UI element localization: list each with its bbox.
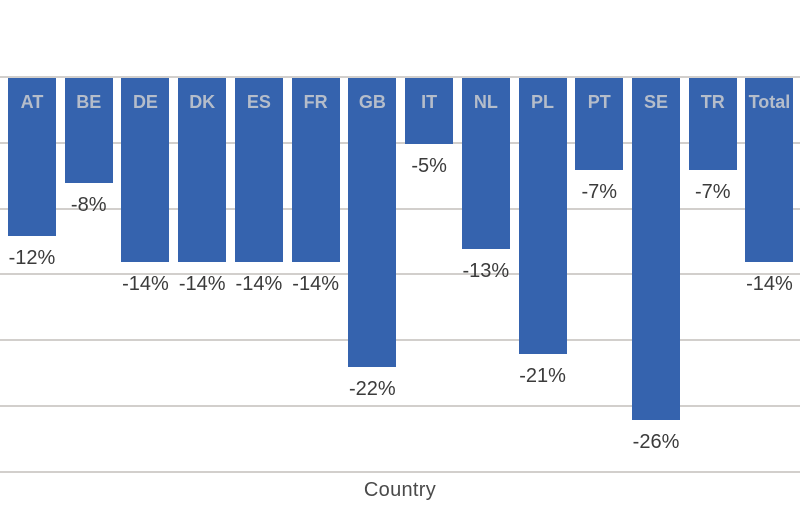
bar: TR bbox=[688, 78, 737, 171]
bar-value-label: -14% bbox=[122, 273, 169, 296]
gridline bbox=[0, 273, 800, 276]
gridline bbox=[0, 76, 800, 78]
gridline bbox=[0, 470, 800, 473]
bar: ES bbox=[234, 78, 283, 263]
bar-category-label: DE bbox=[132, 92, 158, 112]
bar-value-label: -22% bbox=[349, 378, 396, 401]
bar-category-label: FR bbox=[303, 92, 328, 112]
bar: FR bbox=[291, 78, 340, 263]
bar-category-label: NL bbox=[473, 92, 498, 112]
bar-value-label: -14% bbox=[235, 273, 283, 296]
bar: DE bbox=[121, 78, 170, 263]
gridline bbox=[0, 141, 800, 144]
gridline bbox=[0, 339, 800, 341]
bar-value-label: -7% bbox=[694, 181, 731, 204]
bar-category-label: BE bbox=[76, 92, 102, 112]
x-axis-title: Country bbox=[363, 479, 437, 501]
bar: PL bbox=[518, 78, 567, 355]
bar-value-label: -8% bbox=[70, 194, 107, 217]
bar-category-label: TR bbox=[700, 92, 725, 112]
bar: AT bbox=[8, 78, 56, 236]
bar-value-label: -5% bbox=[411, 154, 447, 177]
bar-value-label: -26% bbox=[632, 430, 680, 453]
bar-value-label: -12% bbox=[8, 246, 56, 269]
bar-value-label: -13% bbox=[462, 259, 510, 282]
bar-category-label: ES bbox=[246, 92, 271, 112]
bar: GB bbox=[348, 78, 397, 368]
bar: DK bbox=[178, 78, 227, 263]
gridline bbox=[0, 207, 800, 210]
bar-value-label: -14% bbox=[178, 273, 226, 296]
bar: Total bbox=[745, 78, 794, 263]
bar-category-label: IT bbox=[421, 92, 438, 112]
bar: IT bbox=[405, 78, 454, 144]
bar-category-label: PT bbox=[587, 92, 611, 112]
bar-category-label: Total bbox=[748, 92, 791, 112]
bar-category-label: DK bbox=[189, 92, 216, 112]
bar: NL bbox=[461, 78, 510, 249]
bar-value-label: -7% bbox=[581, 181, 618, 204]
bar-value-label: -14% bbox=[746, 273, 793, 296]
bar-value-label: -21% bbox=[519, 365, 566, 388]
bar: PT bbox=[575, 78, 624, 171]
bar-category-label: AT bbox=[20, 92, 44, 112]
bar: SE bbox=[632, 78, 681, 420]
bar-value-label: -14% bbox=[292, 273, 339, 296]
bar-category-label: PL bbox=[531, 92, 555, 112]
bar: BE bbox=[64, 78, 113, 184]
bar-category-label: GB bbox=[358, 92, 386, 112]
bar-category-label: SE bbox=[644, 92, 669, 112]
gridline bbox=[0, 404, 800, 407]
